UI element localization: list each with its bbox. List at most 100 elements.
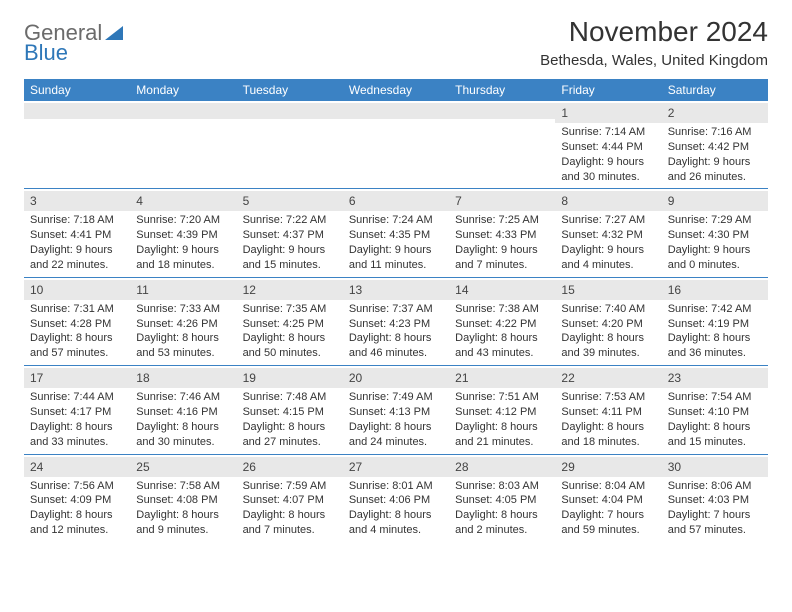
daylight-text: Daylight: 7 hours [668, 508, 762, 523]
day-cell: 18Sunrise: 7:46 AMSunset: 4:16 PMDayligh… [130, 366, 236, 453]
sunset-text: Sunset: 4:08 PM [136, 493, 230, 508]
day-number: 9 [668, 194, 675, 208]
week-row: 10Sunrise: 7:31 AMSunset: 4:28 PMDayligh… [24, 277, 768, 365]
day-number-bar: 6 [343, 191, 449, 211]
daylight-text: Daylight: 8 hours [243, 420, 337, 435]
weekday-header: Wednesday [343, 79, 449, 101]
sunrise-text: Sunrise: 7:37 AM [349, 302, 443, 317]
day-number-bar: 25 [130, 457, 236, 477]
empty-day-bar [237, 103, 343, 119]
day-number-bar: 5 [237, 191, 343, 211]
day-number: 2 [668, 106, 675, 120]
daylight-text: Daylight: 8 hours [668, 420, 762, 435]
daylight-text: and 43 minutes. [455, 346, 549, 361]
day-number-bar: 10 [24, 280, 130, 300]
sunset-text: Sunset: 4:30 PM [668, 228, 762, 243]
day-cell: 23Sunrise: 7:54 AMSunset: 4:10 PMDayligh… [662, 366, 768, 453]
day-cell [343, 101, 449, 188]
day-number: 26 [243, 460, 256, 474]
location-text: Bethesda, Wales, United Kingdom [540, 52, 768, 69]
day-number: 20 [349, 371, 362, 385]
sunset-text: Sunset: 4:22 PM [455, 317, 549, 332]
daylight-text: Daylight: 8 hours [455, 331, 549, 346]
daylight-text: and 30 minutes. [136, 435, 230, 450]
daylight-text: Daylight: 9 hours [30, 243, 124, 258]
sunrise-text: Sunrise: 7:59 AM [243, 479, 337, 494]
daylight-text: and 4 minutes. [561, 258, 655, 273]
day-number-bar: 23 [662, 368, 768, 388]
sunrise-text: Sunrise: 7:27 AM [561, 213, 655, 228]
sunset-text: Sunset: 4:17 PM [30, 405, 124, 420]
day-number-bar: 16 [662, 280, 768, 300]
day-number: 8 [561, 194, 568, 208]
sunrise-text: Sunrise: 7:49 AM [349, 390, 443, 405]
sunrise-text: Sunrise: 7:29 AM [668, 213, 762, 228]
sunset-text: Sunset: 4:19 PM [668, 317, 762, 332]
daylight-text: and 46 minutes. [349, 346, 443, 361]
day-cell: 15Sunrise: 7:40 AMSunset: 4:20 PMDayligh… [555, 278, 661, 365]
daylight-text: and 12 minutes. [30, 523, 124, 538]
day-cell: 11Sunrise: 7:33 AMSunset: 4:26 PMDayligh… [130, 278, 236, 365]
day-cell: 14Sunrise: 7:38 AMSunset: 4:22 PMDayligh… [449, 278, 555, 365]
daylight-text: and 15 minutes. [668, 435, 762, 450]
day-cell: 17Sunrise: 7:44 AMSunset: 4:17 PMDayligh… [24, 366, 130, 453]
day-number: 7 [455, 194, 462, 208]
day-number-bar: 9 [662, 191, 768, 211]
day-cell: 30Sunrise: 8:06 AMSunset: 4:03 PMDayligh… [662, 455, 768, 542]
day-number: 21 [455, 371, 468, 385]
day-number-bar: 14 [449, 280, 555, 300]
daylight-text: Daylight: 8 hours [136, 420, 230, 435]
day-cell: 29Sunrise: 8:04 AMSunset: 4:04 PMDayligh… [555, 455, 661, 542]
week-row: 1Sunrise: 7:14 AMSunset: 4:44 PMDaylight… [24, 101, 768, 188]
sunrise-text: Sunrise: 7:46 AM [136, 390, 230, 405]
sunrise-text: Sunrise: 7:48 AM [243, 390, 337, 405]
day-number-bar: 22 [555, 368, 661, 388]
sunset-text: Sunset: 4:07 PM [243, 493, 337, 508]
day-number-bar: 17 [24, 368, 130, 388]
daylight-text: Daylight: 8 hours [455, 508, 549, 523]
sunset-text: Sunset: 4:23 PM [349, 317, 443, 332]
sunset-text: Sunset: 4:15 PM [243, 405, 337, 420]
day-cell: 25Sunrise: 7:58 AMSunset: 4:08 PMDayligh… [130, 455, 236, 542]
day-number: 29 [561, 460, 574, 474]
day-number-bar: 7 [449, 191, 555, 211]
daylight-text: and 30 minutes. [561, 170, 655, 185]
sunrise-text: Sunrise: 7:22 AM [243, 213, 337, 228]
daylight-text: and 11 minutes. [349, 258, 443, 273]
day-number: 27 [349, 460, 362, 474]
sunset-text: Sunset: 4:26 PM [136, 317, 230, 332]
sunset-text: Sunset: 4:33 PM [455, 228, 549, 243]
daylight-text: Daylight: 9 hours [668, 155, 762, 170]
day-cell: 21Sunrise: 7:51 AMSunset: 4:12 PMDayligh… [449, 366, 555, 453]
daylight-text: Daylight: 8 hours [136, 508, 230, 523]
daylight-text: Daylight: 8 hours [243, 331, 337, 346]
sunset-text: Sunset: 4:35 PM [349, 228, 443, 243]
day-number-bar: 2 [662, 103, 768, 123]
week-row: 17Sunrise: 7:44 AMSunset: 4:17 PMDayligh… [24, 365, 768, 453]
day-cell: 13Sunrise: 7:37 AMSunset: 4:23 PMDayligh… [343, 278, 449, 365]
day-cell: 1Sunrise: 7:14 AMSunset: 4:44 PMDaylight… [555, 101, 661, 188]
daylight-text: and 18 minutes. [561, 435, 655, 450]
daylight-text: Daylight: 9 hours [455, 243, 549, 258]
day-cell: 9Sunrise: 7:29 AMSunset: 4:30 PMDaylight… [662, 189, 768, 276]
day-cell: 27Sunrise: 8:01 AMSunset: 4:06 PMDayligh… [343, 455, 449, 542]
daylight-text: and 4 minutes. [349, 523, 443, 538]
sunrise-text: Sunrise: 8:06 AM [668, 479, 762, 494]
calendar-grid: SundayMondayTuesdayWednesdayThursdayFrid… [24, 79, 768, 542]
sunrise-text: Sunrise: 7:24 AM [349, 213, 443, 228]
daylight-text: Daylight: 8 hours [30, 331, 124, 346]
day-number-bar: 27 [343, 457, 449, 477]
sunset-text: Sunset: 4:42 PM [668, 140, 762, 155]
weekday-header: Sunday [24, 79, 130, 101]
month-title: November 2024 [540, 16, 768, 48]
sunrise-text: Sunrise: 7:14 AM [561, 125, 655, 140]
weeks-container: 1Sunrise: 7:14 AMSunset: 4:44 PMDaylight… [24, 101, 768, 542]
day-number: 5 [243, 194, 250, 208]
daylight-text: and 9 minutes. [136, 523, 230, 538]
day-number: 25 [136, 460, 149, 474]
daylight-text: and 7 minutes. [243, 523, 337, 538]
daylight-text: Daylight: 8 hours [561, 420, 655, 435]
day-cell [24, 101, 130, 188]
daylight-text: Daylight: 8 hours [455, 420, 549, 435]
day-number: 16 [668, 283, 681, 297]
